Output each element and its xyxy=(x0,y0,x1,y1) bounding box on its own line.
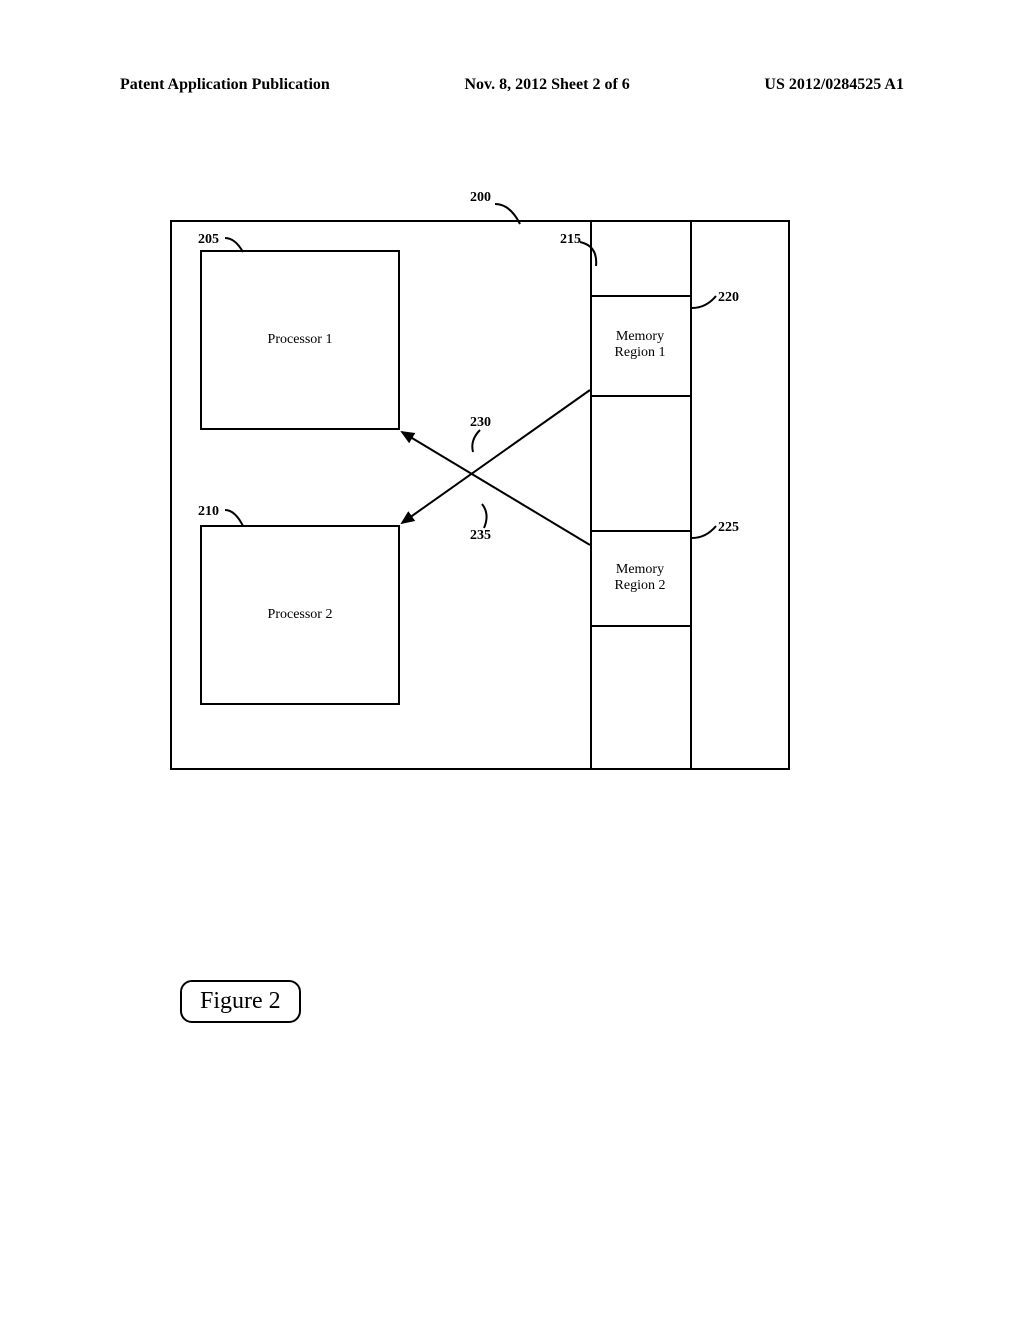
diagram: 200 Processor 1 205 Processor 2 210 Mem xyxy=(170,190,790,770)
leader-230 xyxy=(470,430,492,456)
arrow-230 xyxy=(402,432,590,545)
header-center: Nov. 8, 2012 Sheet 2 of 6 xyxy=(464,76,629,94)
header-right: US 2012/0284525 A1 xyxy=(764,76,904,94)
arrow-235 xyxy=(402,390,590,523)
figure-caption: Figure 2 xyxy=(180,980,301,1023)
leader-235 xyxy=(478,504,496,530)
page-header: Patent Application Publication Nov. 8, 2… xyxy=(0,76,1024,94)
header-left: Patent Application Publication xyxy=(120,76,330,94)
page: Patent Application Publication Nov. 8, 2… xyxy=(0,0,1024,1320)
ref-230: 230 xyxy=(470,415,491,431)
cross-arrows xyxy=(170,190,790,770)
ref-235: 235 xyxy=(470,528,491,544)
